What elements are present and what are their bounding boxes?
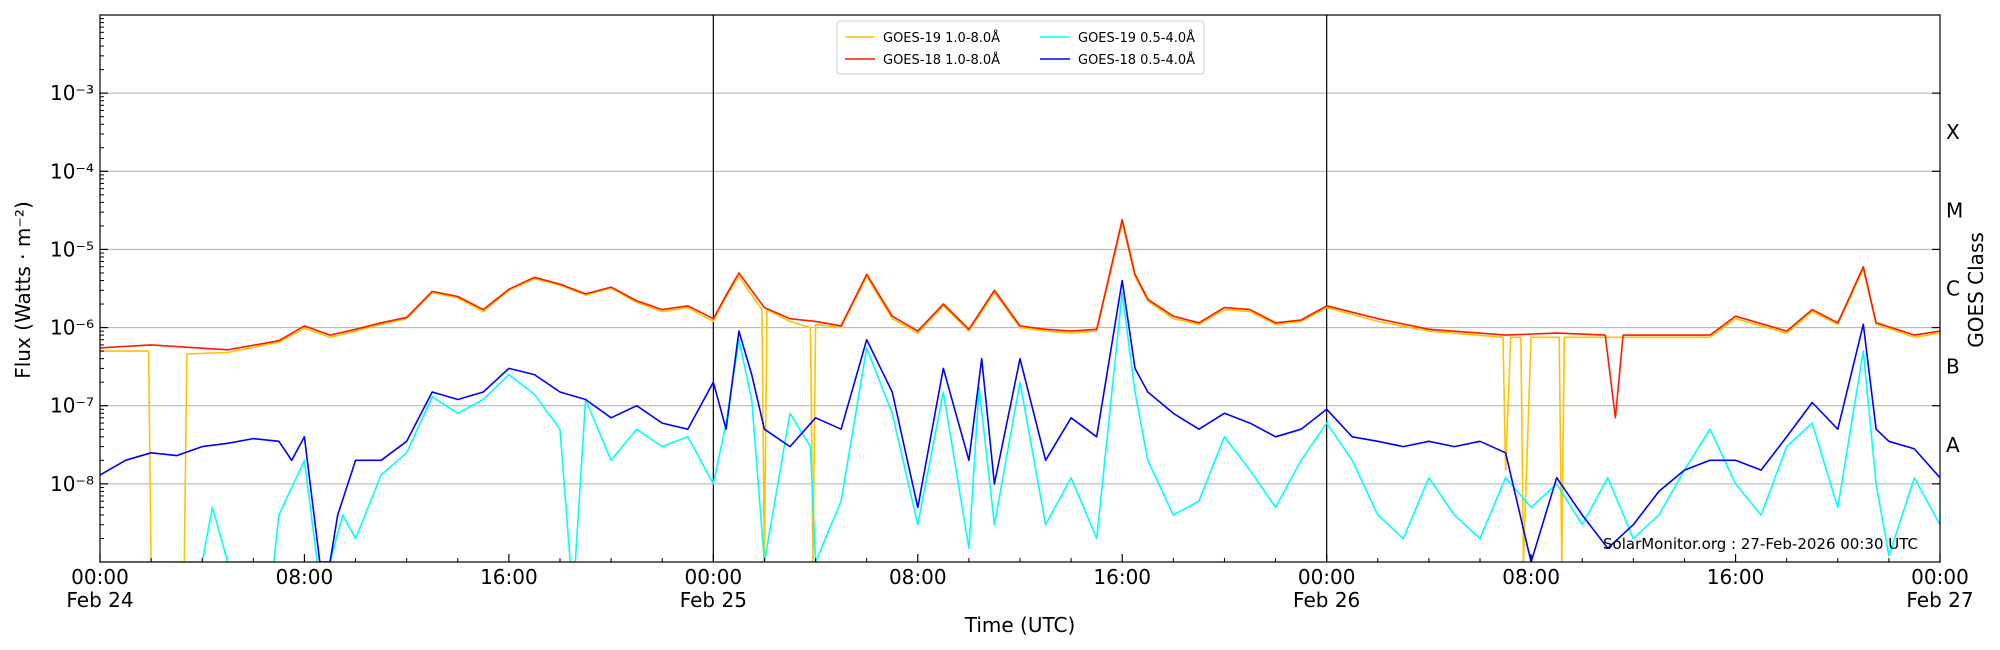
goes-class-label: B — [1946, 355, 1960, 379]
y-tick-label: 10⁻⁵ — [50, 237, 94, 261]
legend-entry: GOES-18 1.0-8.0Å — [883, 52, 1000, 68]
legend-box — [836, 20, 1205, 75]
x-tick-date-label: Feb 26 — [1293, 588, 1360, 612]
x-tick-date-label: Feb 24 — [66, 588, 133, 612]
x-axis-label: Time (UTC) — [964, 613, 1076, 637]
day-boundary-lines — [712, 15, 1328, 562]
x-tick-time-label: 00:00 — [71, 565, 129, 589]
series-layer — [100, 218, 1940, 562]
x-tick-date-label: Feb 27 — [1906, 588, 1973, 612]
x-tick-time-label: 00:00 — [1298, 565, 1356, 589]
series-line-3 — [100, 279, 1940, 562]
x-tick-time-label: 16:00 — [1707, 565, 1765, 589]
goes-class-label: A — [1946, 433, 1960, 457]
x-tick-date-label: Feb 25 — [680, 588, 747, 612]
goes-class-labels: A B C M X — [1946, 120, 1963, 457]
x-tick-time-label: 08:00 — [1502, 565, 1560, 589]
y2-axis-label: GOES Class — [1964, 232, 1988, 348]
x-tick-time-label: 00:00 — [685, 565, 743, 589]
legend-entry: GOES-19 0.5-4.0Å — [1078, 30, 1195, 46]
goes-class-label: C — [1946, 277, 1960, 301]
goes-class-label: M — [1946, 198, 1963, 222]
x-tick-time-label: 16:00 — [480, 565, 538, 589]
y-tick-label: 10⁻⁸ — [50, 472, 94, 496]
x-tick-time-label: 00:00 — [1911, 565, 1969, 589]
y-axis-label: Flux (Watts · m⁻²) — [11, 201, 35, 379]
y-tick-label: 10⁻³ — [50, 81, 94, 105]
series-line-1 — [100, 218, 1940, 419]
y-tick-label: 10⁻⁶ — [50, 316, 94, 340]
x-tick-time-label: 08:00 — [276, 565, 334, 589]
x-tick-time-label: 16:00 — [1093, 565, 1151, 589]
goes-class-label: X — [1946, 120, 1960, 144]
series-line-0 — [100, 221, 1940, 562]
series-line-2 — [100, 291, 1940, 562]
credit-text: SolarMonitor.org : 27-Feb-2026 00:30 UTC — [1603, 535, 1918, 553]
y-axis-ticks: 10⁻⁸ 10⁻⁷ 10⁻⁶ 10⁻⁵ 10⁻⁴ 10⁻³ — [50, 18, 1940, 539]
y-tick-label: 10⁻⁷ — [50, 394, 94, 418]
legend-entry: GOES-19 1.0-8.0Å — [883, 30, 1000, 46]
x-tick-time-label: 08:00 — [889, 565, 947, 589]
legend-entry: GOES-18 0.5-4.0Å — [1078, 52, 1195, 68]
legend: GOES-19 1.0-8.0Å GOES-18 1.0-8.0Å GOES-19 … — [836, 20, 1205, 75]
y-tick-label: 10⁻⁴ — [50, 159, 94, 183]
